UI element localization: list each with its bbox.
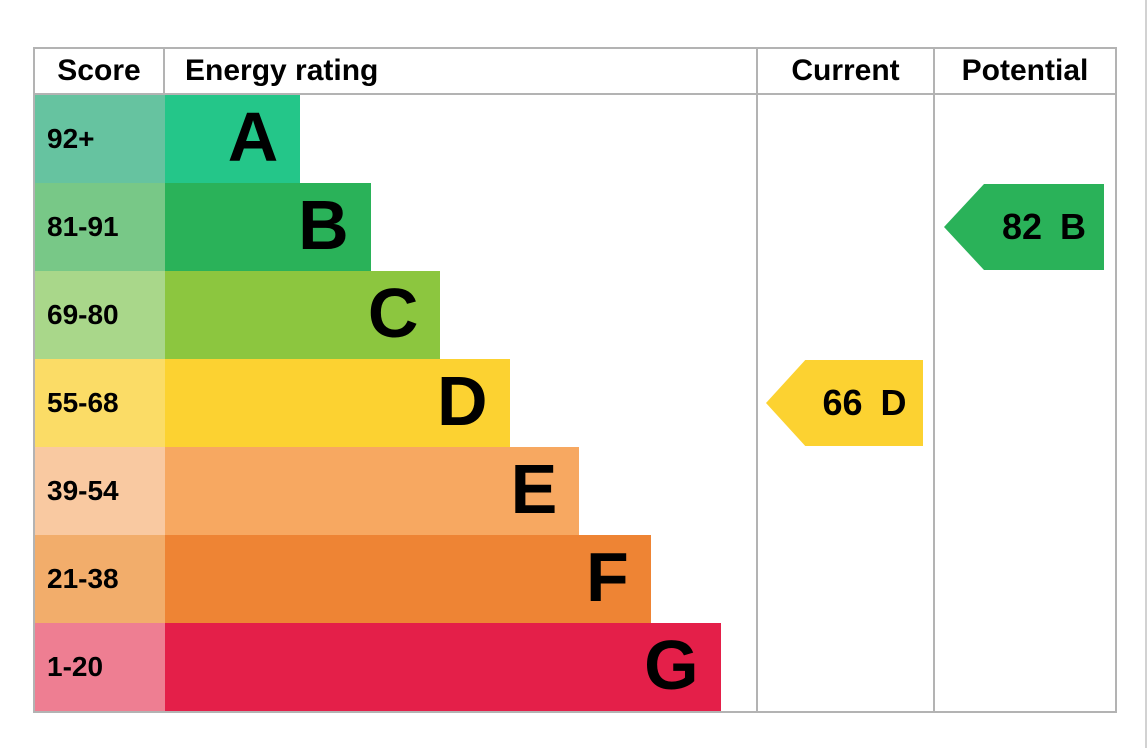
epc-header-row: Score Energy rating Current Potential (35, 49, 1115, 95)
potential-cell: 82 B (933, 183, 1115, 271)
potential-cell (933, 623, 1115, 711)
current-rating-arrow: 66 D (766, 360, 923, 446)
band-bar-f: F (165, 535, 651, 623)
band-bar-track: A (165, 95, 756, 183)
band-letter: D (436, 362, 488, 440)
epc-band-rows: 92+ A 81-91 B 82 B 69-80 C 55-68 D 66 D 39-54 E 21-38 F… (35, 95, 1115, 711)
potential-cell (933, 535, 1115, 623)
band-bar-c: C (165, 271, 441, 359)
band-score-range: 39-54 (35, 447, 165, 535)
band-row-f: 21-38 F (35, 535, 1115, 623)
header-score: Score (35, 49, 165, 93)
current-cell (756, 535, 933, 623)
band-row-a: 92+ A (35, 95, 1115, 183)
band-bar-a: A (165, 95, 301, 183)
band-letter: C (367, 274, 419, 352)
current-cell (756, 271, 933, 359)
band-row-g: 1-20 G (35, 623, 1115, 711)
epc-chart: Score Energy rating Current Potential 92… (33, 47, 1117, 713)
potential-cell (933, 447, 1115, 535)
band-bar-d: D (165, 359, 510, 447)
band-letter: E (510, 450, 558, 528)
band-bar-track: D (165, 359, 756, 447)
band-score-range: 92+ (35, 95, 165, 183)
band-bar-e: E (165, 447, 580, 535)
page-edge-line (1145, 0, 1147, 748)
current-cell (756, 183, 933, 271)
band-letter: B (298, 186, 349, 264)
band-row-b: 81-91 B 82 B (35, 183, 1115, 271)
header-potential: Potential (933, 49, 1115, 93)
band-bar-track: B (165, 183, 756, 271)
band-bar-g: G (165, 623, 721, 711)
band-letter: A (227, 98, 279, 176)
potential-cell (933, 359, 1115, 447)
band-score-range: 55-68 (35, 359, 165, 447)
current-cell (756, 623, 933, 711)
band-score-range: 21-38 (35, 535, 165, 623)
band-row-e: 39-54 E (35, 447, 1115, 535)
band-score-range: 69-80 (35, 271, 165, 359)
current-cell: 66 D (756, 359, 933, 447)
band-score-range: 81-91 (35, 183, 165, 271)
band-row-d: 55-68 D 66 D (35, 359, 1115, 447)
header-energy-rating: Energy rating (185, 54, 379, 87)
potential-cell (933, 271, 1115, 359)
current-rating-arrow-value: 66 (822, 382, 863, 423)
band-letter: F (586, 538, 629, 616)
potential-rating-arrow-value: 82 (1001, 206, 1043, 247)
header-current: Current (756, 49, 933, 93)
band-bar-b: B (165, 183, 371, 271)
potential-rating-arrow-letter: B (1060, 206, 1087, 247)
band-bar-track: E (165, 447, 756, 535)
band-bar-track: C (165, 271, 756, 359)
current-cell (756, 95, 933, 183)
current-cell (756, 447, 933, 535)
band-bar-track: G (165, 623, 756, 711)
potential-rating-arrow: 82 B (944, 184, 1104, 270)
potential-cell (933, 95, 1115, 183)
band-row-c: 69-80 C (35, 271, 1115, 359)
current-rating-arrow-letter: D (880, 382, 907, 423)
band-score-range: 1-20 (35, 623, 165, 711)
band-bar-track: F (165, 535, 756, 623)
band-letter: G (644, 626, 699, 704)
